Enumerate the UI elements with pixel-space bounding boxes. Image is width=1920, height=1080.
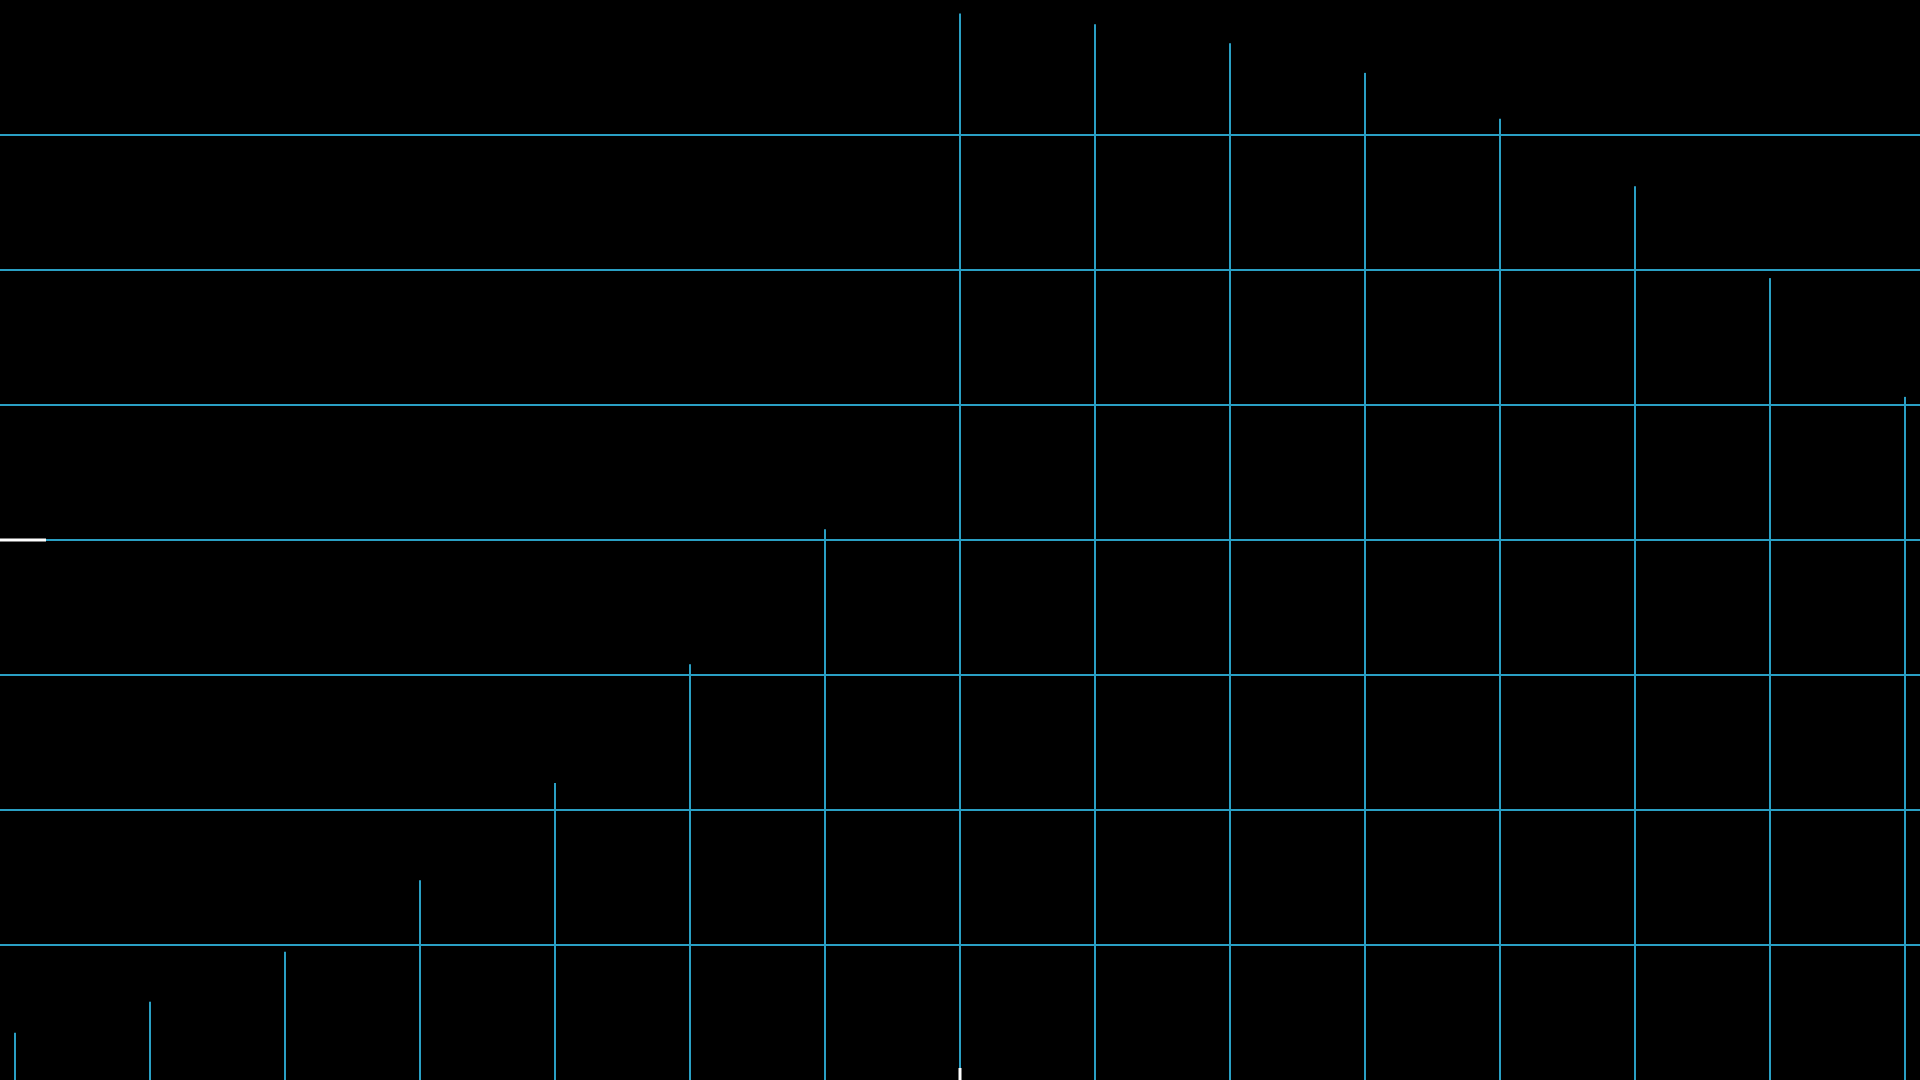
data-stems bbox=[14, 13, 1906, 1080]
reference-markers bbox=[0, 538, 962, 1080]
